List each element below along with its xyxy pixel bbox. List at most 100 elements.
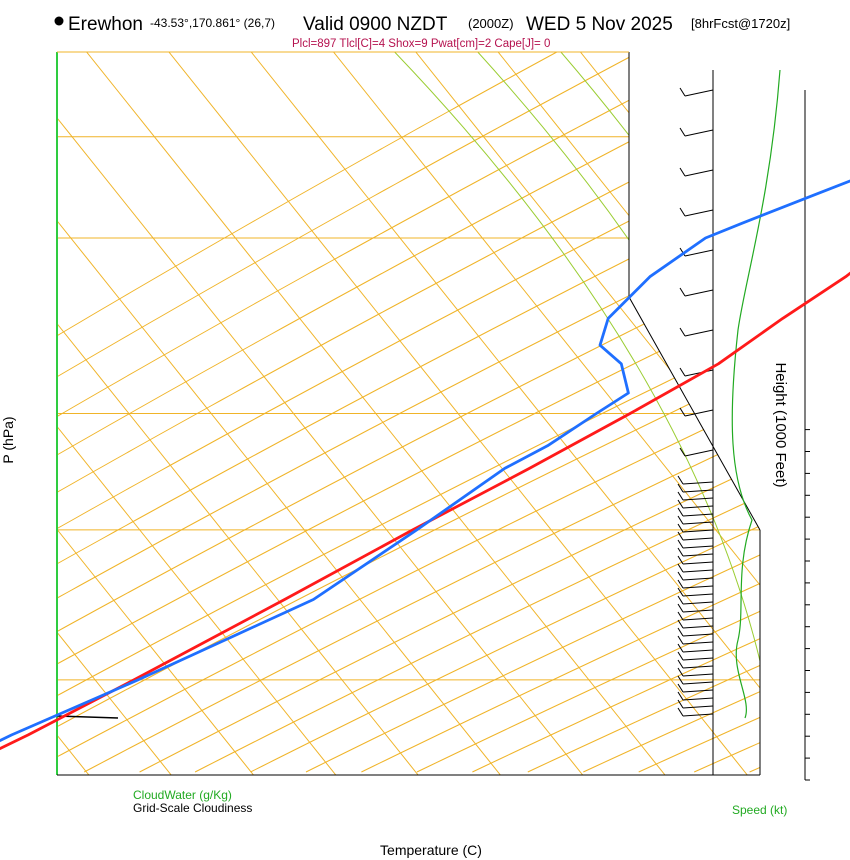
wind-barb-icon: [677, 691, 714, 701]
wind-barb-flag: [677, 667, 684, 677]
station-dot-icon: [54, 16, 64, 26]
wind-barb-shaft: [682, 481, 714, 485]
dry-adiabat: [805, 52, 850, 772]
wind-barb-shaft: [682, 609, 714, 613]
dry-adiabat: [57, 52, 760, 773]
wind-barb-shaft: [684, 409, 714, 417]
wind-barb-shaft: [682, 649, 714, 653]
wind-barb-flag: [677, 587, 684, 597]
temperature-line: [0, 271, 850, 751]
dry-adiabat: [57, 52, 760, 773]
wind-barb-icon: [677, 483, 714, 493]
wind-barb-icon: [677, 547, 714, 557]
wind-barb-shaft: [682, 633, 714, 637]
wind-barb-shaft: [682, 641, 714, 645]
wind-barb-icon: [679, 87, 714, 97]
dry-adiabat: [305, 52, 760, 773]
dry-adiabat: [250, 52, 760, 773]
dry-adiabat: [57, 52, 760, 773]
wind-barb-icon: [677, 507, 714, 517]
moist-adiabat: [810, 52, 850, 775]
y-axis-title: P (hPa): [0, 416, 16, 463]
moist-adiabat: [394, 52, 760, 775]
wind-barb-flag: [677, 579, 684, 589]
valid-time: Valid 0900 NZDT: [303, 14, 448, 35]
dry-adiabat: [583, 52, 760, 773]
dewpoint-line: [0, 179, 850, 743]
dry-adiabat: [57, 52, 760, 773]
wind-barb-flag: [677, 707, 684, 717]
wind-barb-shaft: [682, 569, 714, 573]
cloud-water-label: CloudWater (g/Kg): [133, 788, 232, 802]
wind-barb-shaft: [682, 681, 714, 685]
wind-barb-flag: [677, 659, 684, 669]
isotherm-line: [333, 52, 760, 775]
wind-barb-icon: [677, 475, 714, 485]
dry-adiabat: [416, 52, 760, 773]
wind-barb-shaft: [682, 697, 714, 701]
wind-barb-flag: [677, 619, 684, 629]
dry-adiabat: [194, 52, 760, 773]
frame-layer: [56, 51, 810, 781]
dry-adiabat: [57, 52, 558, 773]
station-name: Erewhon: [68, 14, 143, 35]
isotherm-line: [57, 52, 501, 775]
wind-barb-flag: [677, 563, 684, 573]
wind-barb-flag: [677, 507, 684, 517]
isotherm-line: [168, 52, 748, 775]
wind-barb-icon: [677, 699, 714, 709]
wind-panel: [56, 69, 781, 775]
wind-barb-shaft: [684, 89, 714, 97]
wind-barb-icon: [677, 659, 714, 669]
wind-barb-shaft: [684, 329, 714, 337]
wind-barb-flag: [677, 627, 684, 637]
wind-barb-flag: [679, 247, 686, 257]
wind-barb-icon: [677, 643, 714, 653]
wind-barb-flag: [677, 483, 684, 493]
x-axis-title: Temperature (C): [380, 842, 482, 858]
wind-barb-flag: [677, 475, 684, 485]
wind-barb-flag: [679, 207, 686, 217]
wind-barb-shaft: [682, 537, 714, 541]
dry-adiabat: [472, 52, 760, 773]
height-axis-title: Height (1000 Feet): [772, 362, 789, 487]
wind-speed-label: Speed (kt): [732, 803, 787, 817]
sounding-indices: Plcl=897 Tlcl[C]=4 Shox=9 Pwat[cm]=2 Cap…: [292, 38, 550, 50]
wind-barb-flag: [679, 407, 686, 417]
wind-barb-icon: [677, 675, 714, 685]
surface-wind-marker: [56, 715, 119, 719]
wind-barb-icon: [677, 555, 714, 565]
wind-barb-icon: [677, 491, 714, 501]
isotherm-line: [497, 52, 760, 775]
forecast-tag: [8hrFcst@1720z]: [691, 16, 790, 31]
wind-barb-icon: [677, 499, 714, 509]
grid-clipped: [57, 52, 850, 775]
wind-barb-shaft: [682, 689, 714, 693]
wind-barb-icon: [679, 447, 714, 457]
wind-barb-icon: [677, 515, 714, 525]
wind-barb-shaft: [682, 593, 714, 597]
wind-barb-icon: [677, 539, 714, 549]
wind-barb-flag: [677, 611, 684, 621]
wind-barb-icon: [677, 627, 714, 637]
wind-barb-icon: [679, 127, 714, 137]
utc-time: (2000Z): [468, 16, 514, 31]
dry-adiabat: [361, 52, 760, 773]
wind-barb-icon: [679, 407, 714, 417]
wind-speed-profile: [731, 69, 781, 719]
wind-barb-icon: [677, 603, 714, 613]
wind-barb-flag: [679, 127, 686, 137]
wind-barb-shaft: [682, 625, 714, 629]
wind-barb-flag: [677, 643, 684, 653]
wind-barb-icon: [679, 247, 714, 257]
wind-barb-flag: [677, 603, 684, 613]
wind-barb-shaft: [684, 289, 714, 297]
wind-barb-shaft: [682, 505, 714, 509]
wind-barb-shaft: [684, 209, 714, 217]
wind-barb-icon: [677, 707, 714, 717]
wind-barb-flag: [679, 367, 686, 377]
wind-barb-shaft: [682, 545, 714, 549]
cloudiness-label: Grid-Scale Cloudiness: [133, 801, 252, 815]
wind-barb-flag: [677, 595, 684, 605]
